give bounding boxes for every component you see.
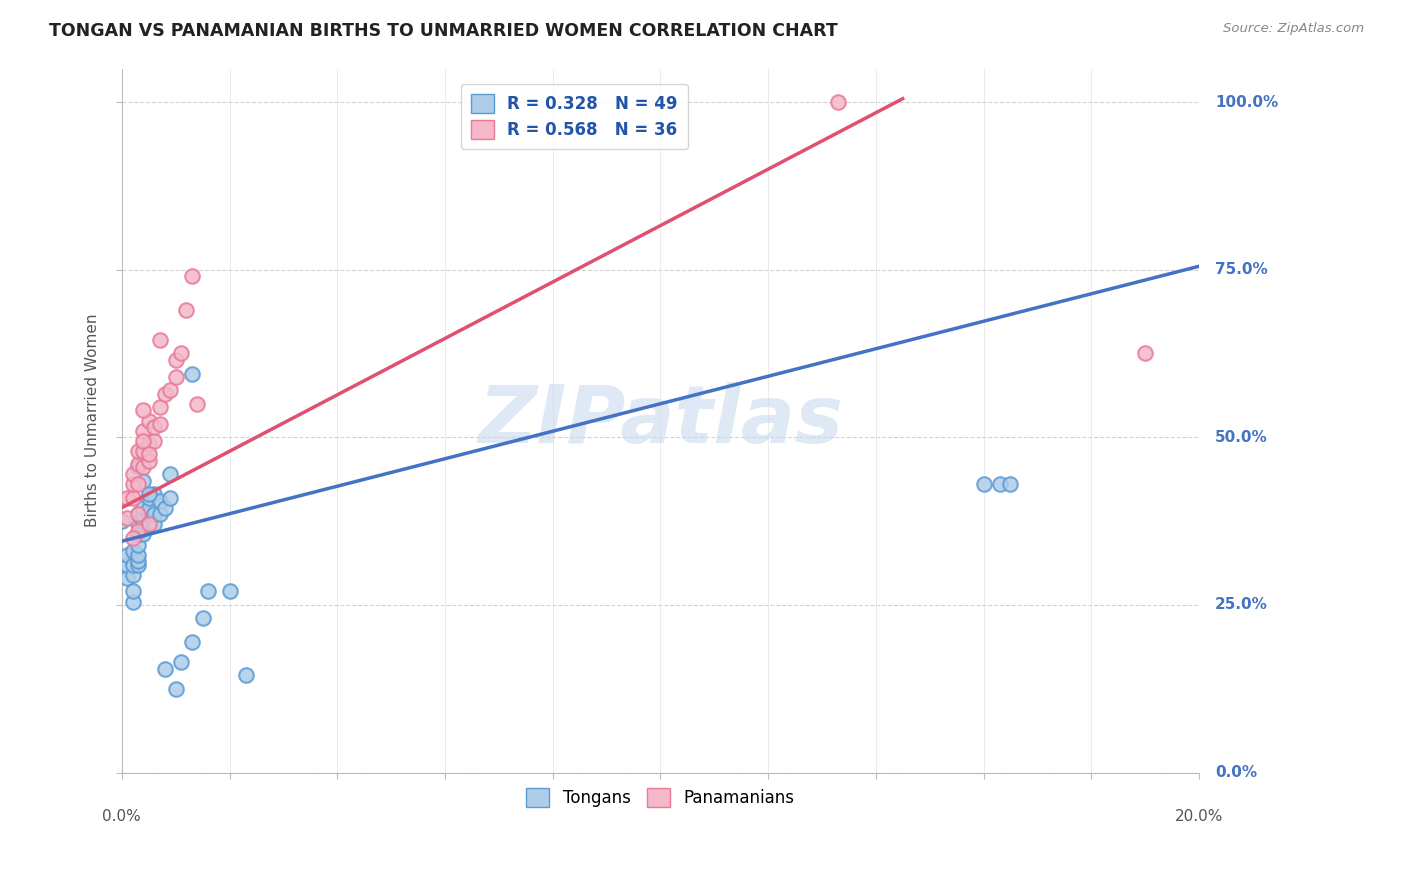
Point (191, 611, 214, 625)
Point (138, 487, 160, 501)
Point (121, 491, 143, 505)
Point (165, 370, 187, 384)
Point (127, 537, 149, 551)
Point (132, 521, 155, 535)
Point (132, 527, 155, 541)
Text: 20.0%: 20.0% (1175, 809, 1223, 824)
Point (121, 477, 143, 491)
Point (127, 477, 149, 491)
Point (132, 474, 155, 488)
Point (138, 514, 160, 528)
Point (180, 367, 202, 381)
Point (127, 517, 149, 532)
Point (132, 434, 155, 448)
Text: 0.0%: 0.0% (1215, 765, 1257, 780)
Point (143, 420, 166, 434)
Point (153, 386, 176, 401)
Text: 75.0%: 75.0% (1215, 262, 1268, 277)
Point (127, 508, 149, 522)
Point (127, 460, 149, 475)
Point (127, 548, 149, 562)
Point (138, 454, 160, 468)
Point (115, 558, 138, 572)
Point (127, 558, 149, 572)
Point (121, 584, 143, 599)
Point (148, 333, 170, 347)
Point (973, 477, 995, 491)
Point (988, 477, 1011, 491)
Point (132, 443, 155, 458)
Point (132, 500, 155, 515)
Point (127, 527, 149, 541)
Point (115, 510, 138, 524)
Point (148, 400, 170, 414)
Point (180, 634, 202, 648)
Point (159, 467, 181, 482)
Point (138, 413, 160, 427)
Point (148, 508, 170, 522)
Point (143, 434, 166, 448)
Point (165, 681, 187, 696)
Point (115, 571, 138, 585)
Point (827, 95, 849, 109)
Point (132, 514, 155, 528)
Point (143, 508, 166, 522)
Point (218, 584, 240, 599)
Point (121, 558, 143, 572)
Point (176, 302, 198, 317)
Point (159, 384, 181, 398)
Point (127, 457, 149, 471)
Point (138, 508, 160, 522)
Point (153, 662, 176, 676)
Point (143, 487, 166, 501)
Point (165, 353, 187, 368)
Text: Source: ZipAtlas.com: Source: ZipAtlas.com (1223, 22, 1364, 36)
Point (1000, 477, 1022, 491)
Text: ZIPatlas: ZIPatlas (478, 382, 842, 459)
Point (153, 500, 176, 515)
Text: 50.0%: 50.0% (1215, 430, 1268, 445)
Point (127, 508, 149, 522)
Text: TONGAN VS PANAMANIAN BIRTHS TO UNMARRIED WOMEN CORRELATION CHART: TONGAN VS PANAMANIAN BIRTHS TO UNMARRIED… (49, 22, 838, 40)
Point (138, 447, 160, 461)
Point (121, 567, 143, 582)
Point (148, 417, 170, 431)
Point (121, 467, 143, 482)
Point (111, 514, 134, 528)
Point (197, 584, 219, 599)
Point (132, 424, 155, 438)
Point (143, 517, 166, 532)
Text: 100.0%: 100.0% (1215, 95, 1278, 110)
Point (121, 544, 143, 558)
Point (138, 500, 160, 515)
Point (115, 491, 138, 505)
Point (121, 594, 143, 608)
Point (159, 491, 181, 505)
Point (170, 655, 193, 669)
Point (138, 491, 160, 505)
Point (132, 508, 155, 522)
Point (138, 437, 160, 451)
Point (115, 548, 138, 562)
Point (127, 554, 149, 568)
Point (132, 460, 155, 475)
Point (148, 494, 170, 508)
Point (127, 524, 149, 538)
Point (132, 517, 155, 532)
Text: 25.0%: 25.0% (1215, 598, 1268, 613)
Point (127, 443, 149, 458)
Point (132, 403, 155, 417)
Point (1133, 346, 1156, 360)
Y-axis label: Births to Unmarried Women: Births to Unmarried Women (86, 314, 100, 527)
Point (138, 517, 160, 532)
Point (121, 531, 143, 545)
Point (180, 269, 202, 284)
Point (235, 668, 257, 682)
Point (170, 346, 193, 360)
Text: 0.0%: 0.0% (103, 809, 141, 824)
Point (186, 397, 208, 411)
Legend: Tongans, Panamanians: Tongans, Panamanians (519, 780, 801, 814)
